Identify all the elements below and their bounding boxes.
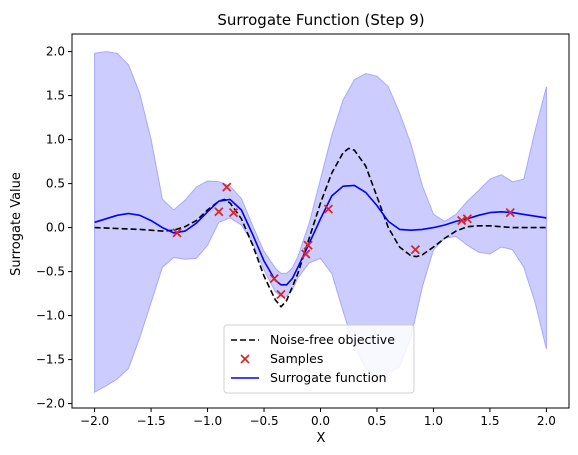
sample-point: [457, 215, 467, 226]
sample-point: [228, 208, 239, 218]
x-tick-label: −0.5: [249, 414, 278, 428]
sample-layer: [172, 182, 515, 300]
sample-point: [505, 208, 515, 218]
y-tick-label: 1.0: [46, 133, 65, 147]
confidence-band: [94, 51, 547, 394]
sample-point: [276, 289, 286, 300]
sample-point: [214, 207, 224, 217]
legend-objective-label: Noise-free objective: [270, 332, 395, 347]
sample-point: [462, 214, 472, 224]
x-tick-label: 0.0: [311, 414, 330, 428]
x-tick-label: −1.5: [136, 414, 165, 428]
x-tick-label: 0.5: [367, 414, 386, 428]
legend-box: [223, 324, 415, 394]
y-tick-label: 0.5: [46, 177, 65, 191]
sample-point: [301, 249, 311, 259]
x-tick-label: 2.0: [537, 414, 556, 428]
x-axis-label: X: [317, 431, 326, 446]
y-tick-label: −1.5: [36, 353, 65, 367]
x-tick-label: 1.0: [424, 414, 443, 428]
chart-title: Surrogate Function (Step 9): [217, 11, 424, 29]
sample-point: [303, 240, 313, 250]
sample-point: [410, 244, 421, 255]
confidence-band-layer: [94, 51, 547, 394]
y-tick-label: −1.0: [36, 309, 65, 323]
x-axis-ticks: −2.0 −1.5 −1.0 −0.5 0.0 0.5 1.0 1.5 2.0: [80, 408, 556, 428]
y-tick-label: −0.5: [36, 265, 65, 279]
y-tick-label: 0.0: [46, 221, 65, 235]
sample-point: [172, 228, 182, 238]
legend-surrogate-label: Surrogate function: [270, 370, 387, 385]
legend-samples-swatch: [240, 354, 250, 364]
objective-line: [94, 147, 547, 308]
sample-point: [222, 182, 232, 192]
y-axis-ticks: −2.0 −1.5 −1.0 −0.5 0.0 0.5 1.0 1.5 2.0: [36, 45, 72, 411]
x-tick-label: −1.0: [193, 414, 222, 428]
sample-point: [269, 274, 279, 284]
y-tick-label: 1.5: [46, 89, 65, 103]
y-axis-label: Surrogate Value: [9, 172, 24, 276]
y-tick-label: 2.0: [46, 45, 65, 59]
x-tick-label: −2.0: [80, 414, 109, 428]
legend: Noise-free objective Samples Surrogate f…: [223, 324, 415, 394]
y-tick-label: −2.0: [36, 397, 65, 411]
legend-samples-label: Samples: [270, 351, 323, 366]
x-tick-label: 1.5: [480, 414, 499, 428]
sample-point: [323, 204, 334, 214]
plot-area: [94, 51, 547, 394]
